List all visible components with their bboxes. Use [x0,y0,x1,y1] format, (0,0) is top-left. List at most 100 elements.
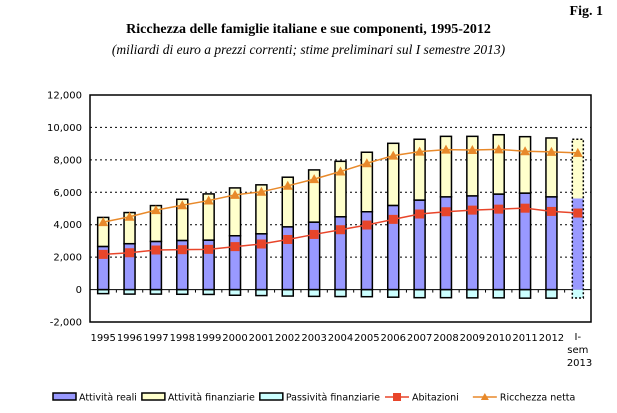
x-tick-label: 2003 [301,333,326,344]
point-abitazioni [441,207,451,217]
legend-label-passivita-finanziarie: Passività finanziarie [286,393,380,404]
point-ricchezza-netta [230,189,241,199]
bar-passivita-finanziarie [466,288,479,299]
legend-label-attivita-reali: Attività reali [79,393,137,404]
legend-swatch-passivita-finanziarie [259,392,284,401]
bar-attivita-finanziarie [255,184,268,235]
point-abitazioni [494,204,504,214]
x-tick-label: 2011 [512,333,537,344]
point-abitazioni [230,242,240,252]
x-tick-label: 1996 [117,333,142,344]
x-tick-label: 2000 [222,333,247,344]
point-ricchezza-netta [414,146,425,156]
y-tick-label: 12,000 [47,91,82,102]
bar-passivita-finanziarie [439,288,453,299]
bar-passivita-finanziarie [386,288,400,298]
point-ricchezza-netta [520,146,531,156]
point-abitazioni [177,245,187,255]
legend-swatch-attivita-reali [52,392,77,401]
y-tick-label: 10,000 [47,123,82,134]
bar-attivita-finanziarie [572,139,584,199]
chart-title: Ricchezza delle famiglie italiane e sue … [126,22,491,37]
legend-marker-ricchezza-netta [480,393,489,400]
x-tick-label: 2008 [433,333,458,344]
point-abitazioni [573,208,583,218]
point-abitazioni [362,220,372,230]
x-tick-label-estimate: I-sem 2013 [566,332,593,369]
bar-passivita-finanziarie [360,288,374,298]
x-tick-label: 2005 [354,333,379,344]
point-ricchezza-netta [388,150,399,160]
bar-attivita-finanziarie [439,135,453,198]
bar-passivita-finanziarie [492,288,505,299]
bar-passivita-finanziarie [334,288,347,298]
bar-passivita-finanziarie [545,288,558,299]
bar-passivita-finanziarie [255,288,268,297]
point-ricchezza-netta [361,158,372,168]
bar-attivita-finanziarie [281,176,295,228]
bar-passivita-finanziarie [307,288,321,298]
bar-attivita-reali [572,198,584,290]
point-ricchezza-netta [256,186,267,196]
bar-attivita-finanziarie [360,151,374,213]
x-tick-label: 2007 [407,333,432,344]
point-abitazioni [520,203,530,213]
point-ricchezza-netta [177,200,188,210]
x-tick-label: 2010 [486,333,511,344]
point-ricchezza-netta [98,217,109,227]
y-tick-label: 2,000 [53,253,82,264]
estimate-outline [571,138,585,299]
legend-swatch-attivita-finanziarie [141,392,166,401]
point-ricchezza-netta [282,180,293,190]
bar-attivita-finanziarie [202,193,215,241]
bar-attivita-finanziarie [228,187,242,237]
bar-passivita-finanziarie [281,288,295,297]
point-ricchezza-netta [150,205,161,215]
point-ricchezza-netta [493,144,504,154]
bar-passivita-finanziarie [518,288,532,299]
point-abitazioni [336,225,345,235]
x-tick-label: 1995 [90,333,115,344]
y-tick-label: 0 [76,285,82,296]
point-abitazioni [98,249,108,259]
x-tick-label: 1999 [196,333,221,344]
bar-attivita-finanziarie [176,198,189,242]
bar-attivita-finanziarie [466,135,479,197]
point-abitazioni [415,209,425,219]
point-abitazioni [256,239,266,249]
legend-label-abitazioni: Abitazioni [412,393,459,404]
point-ricchezza-netta [572,147,583,157]
bar-passivita-finanziarie [228,288,242,296]
x-tick-label: 1997 [143,333,168,344]
x-tick-label: 2001 [249,333,274,344]
point-ricchezza-netta [546,146,557,156]
bar-attivita-finanziarie [413,138,426,201]
legend-marker-abitazioni [393,393,402,401]
y-tick-label: -2,000 [50,318,82,329]
point-ricchezza-netta [335,166,346,176]
bar-attivita-finanziarie [334,160,347,218]
point-ricchezza-netta [124,211,135,221]
point-abitazioni [151,245,161,255]
y-tick-label: 4,000 [53,220,82,231]
y-tick-label: 8,000 [53,155,82,166]
x-tick-label: 1998 [170,333,195,344]
x-tick-label: 2004 [328,333,353,344]
x-tick-label: 2006 [381,333,406,344]
bar-attivita-finanziarie [545,137,558,198]
bar-passivita-finanziarie [413,288,426,299]
chart-subtitle: (miliardi di euro a prezzi correnti; sti… [111,42,506,57]
point-abitazioni [283,234,293,244]
y-tick-label: 6,000 [53,188,82,199]
point-abitazioni [125,248,135,258]
legend-label-ricchezza-netta: Ricchezza netta [500,393,576,404]
point-abitazioni [309,229,319,239]
figure-label: Fig. 1 [569,4,603,19]
bar-attivita-finanziarie [307,169,321,223]
x-tick-label: 2002 [275,333,300,344]
point-abitazioni [467,205,477,215]
point-abitazioni [204,244,214,254]
point-abitazioni [388,214,398,224]
point-ricchezza-netta [203,195,214,205]
